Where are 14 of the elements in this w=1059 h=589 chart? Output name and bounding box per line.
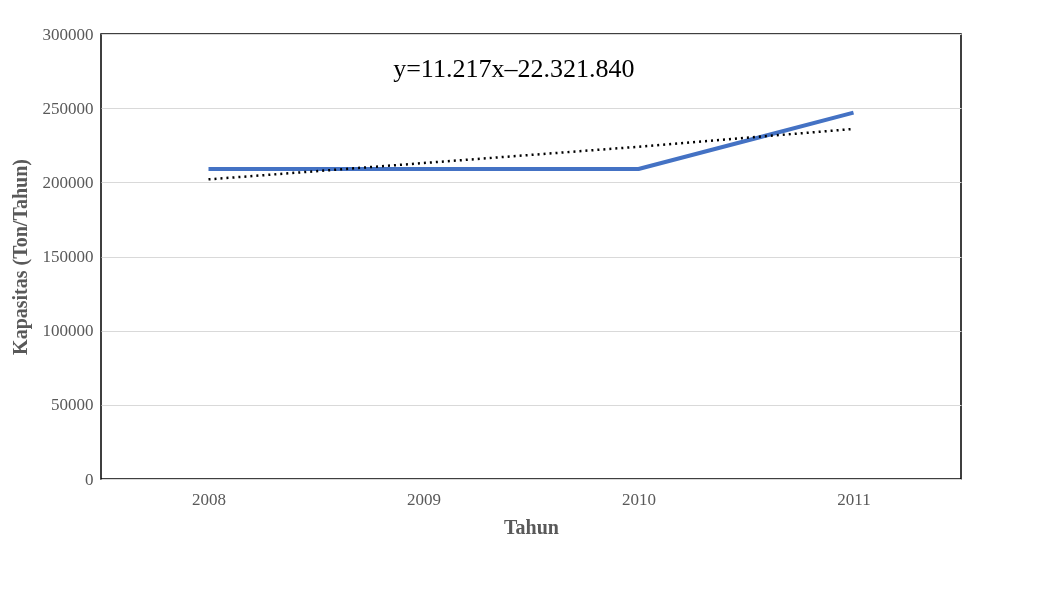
y-tick-label: 0 [85,469,94,489]
x-tick-label: 2009 [407,489,441,509]
y-tick-label: 150000 [42,247,94,266]
y-tick-label: 250000 [42,98,94,118]
x-tick-label: 2008 [192,489,226,509]
y-tick-label: 100000 [42,321,94,341]
x-tick-label: 2011 [837,489,871,509]
x-tick-label: 2010 [622,489,656,509]
y-axis-title: Kapasitas (Ton/Tahun) [8,159,32,355]
x-axis-title: Tahun [504,515,559,538]
y-tick-label: 50000 [51,395,94,415]
y-tick-label: 200000 [42,172,94,192]
y-tick-label: 300000 [42,24,94,44]
annotation: y=11.217x–22.321.840 [393,54,635,83]
